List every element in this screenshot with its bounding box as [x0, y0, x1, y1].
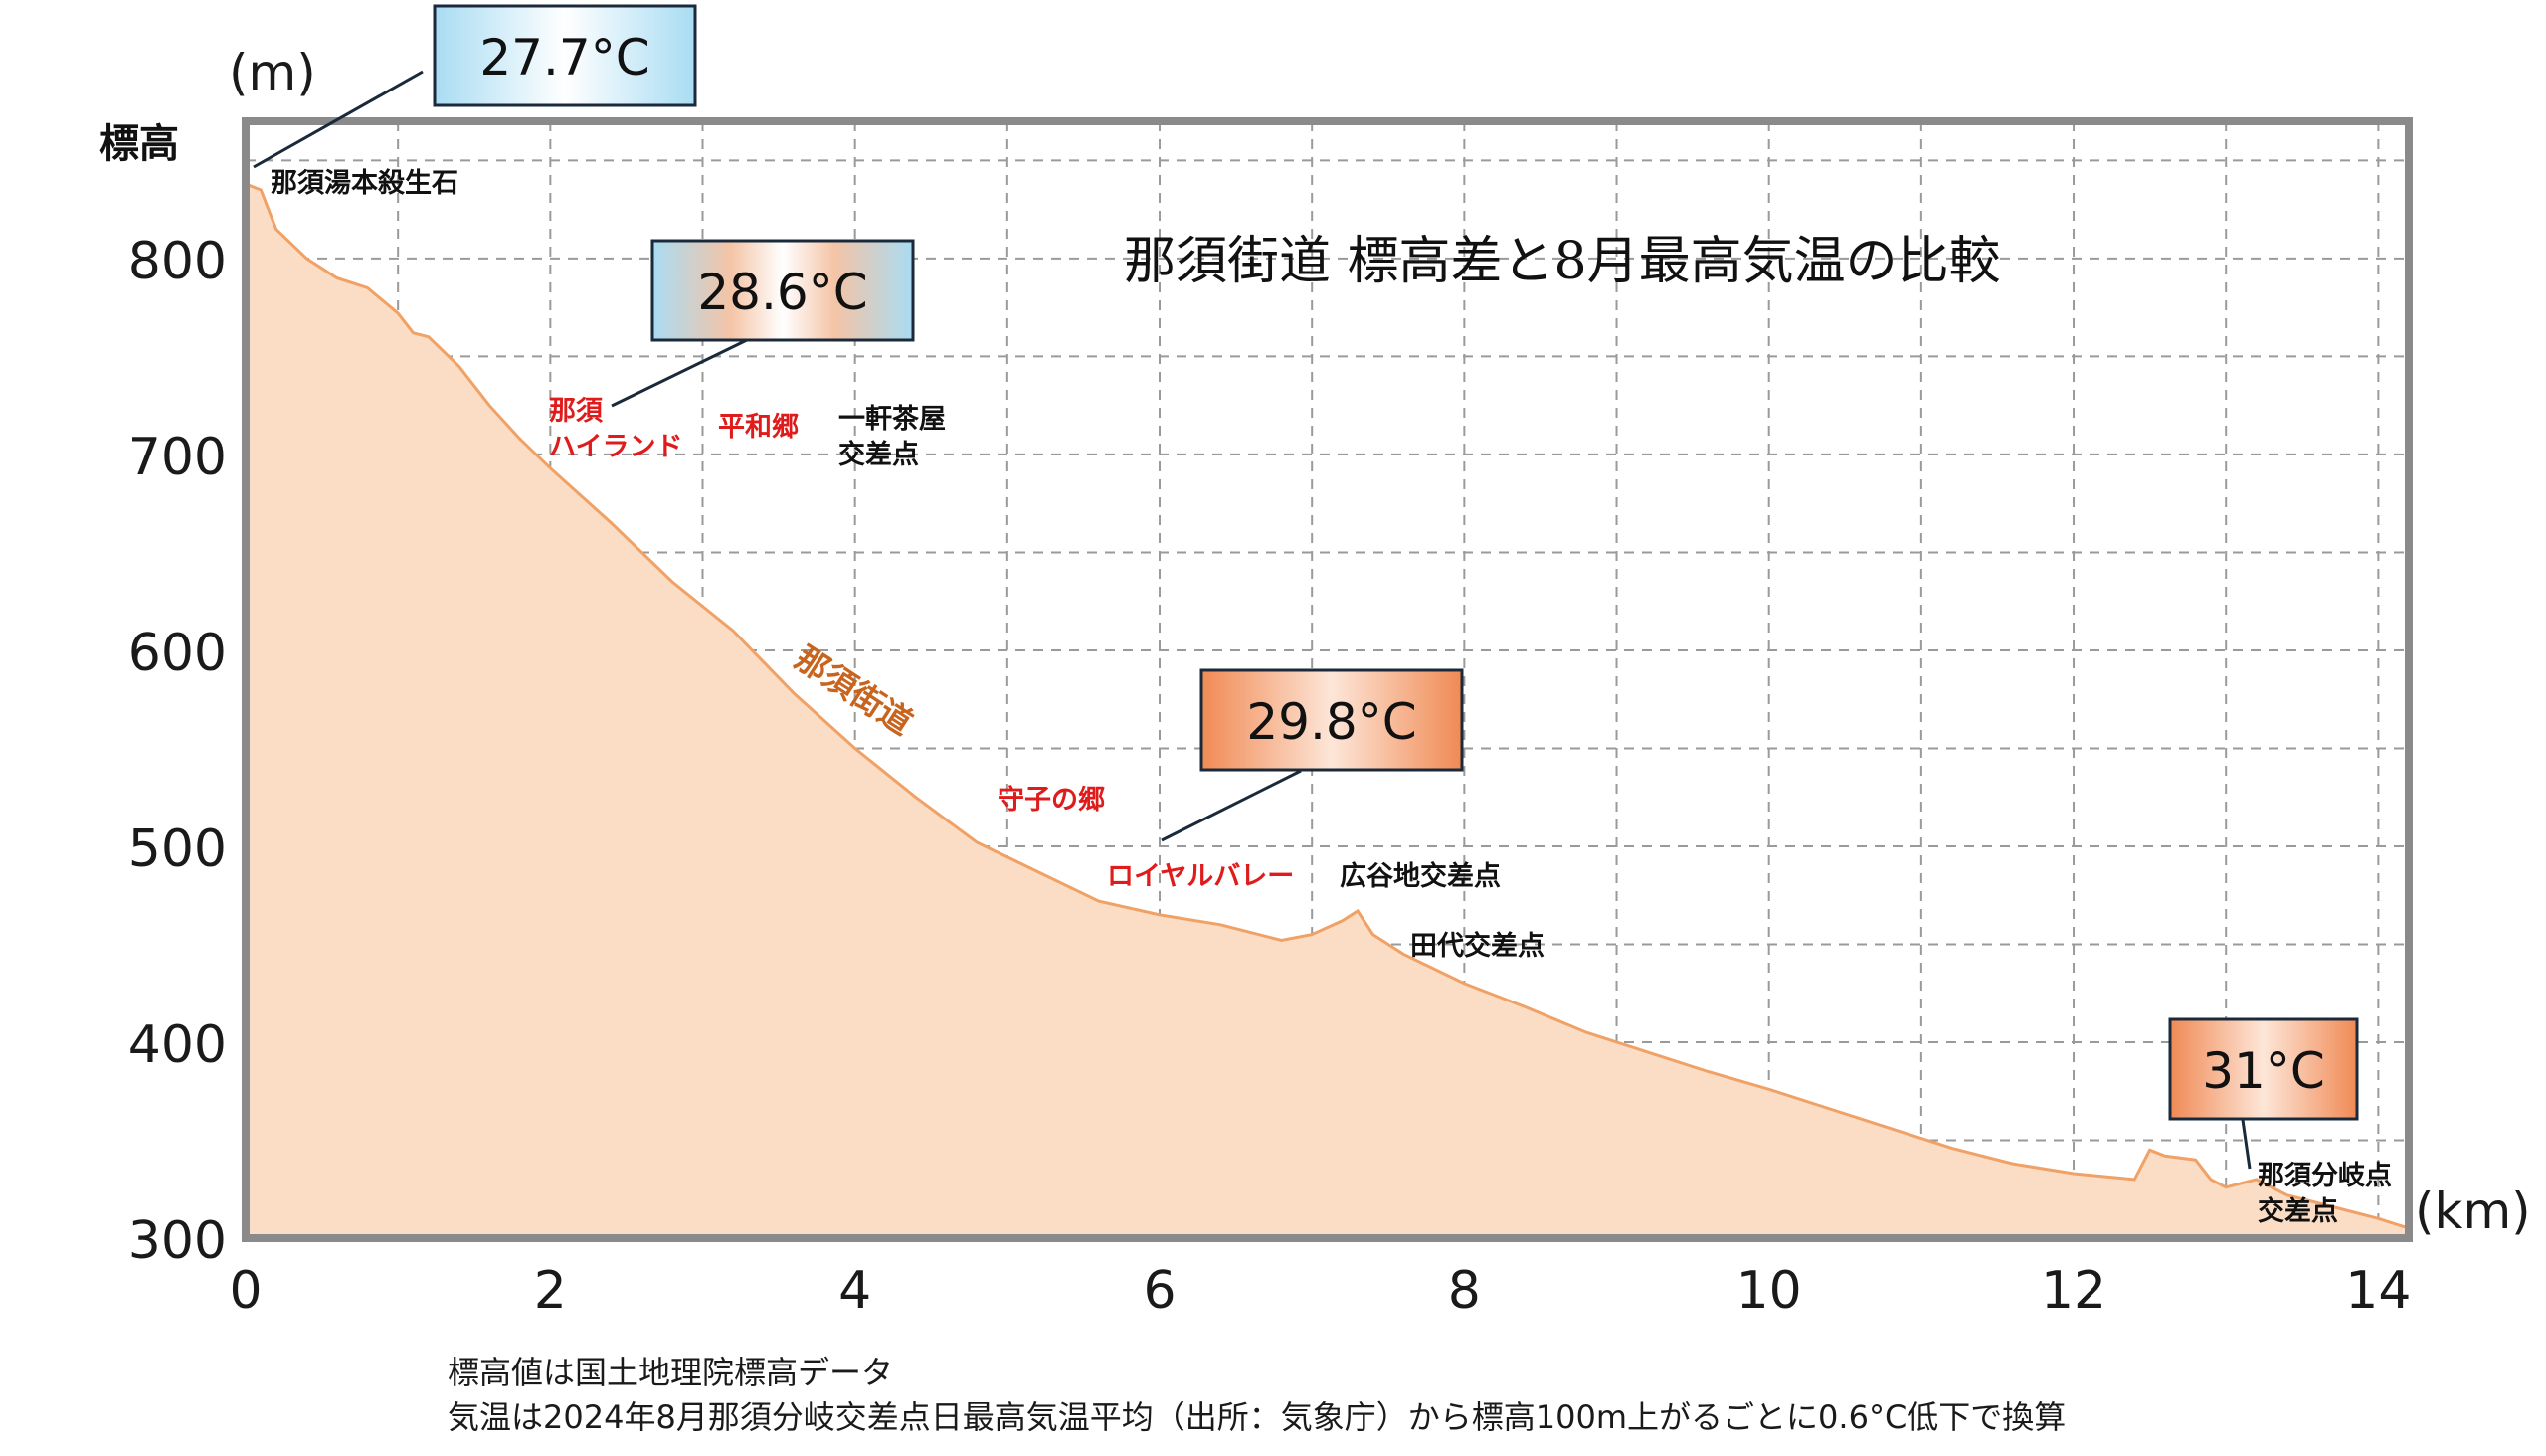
- x-tick-label: 10: [1736, 1261, 1802, 1321]
- y-tick-label: 500: [128, 819, 227, 879]
- temp-box-1: [433, 4, 697, 107]
- place-label-nasu-bunki: 那須分岐点: [2258, 1161, 2392, 1191]
- chart-title: 那須街道 標高差と8月最高気温の比較: [1124, 232, 2001, 291]
- x-unit-label: (km): [2415, 1183, 2531, 1240]
- place-label-tashiro: 田代交差点: [1410, 930, 1545, 962]
- place-label-heiwagou: 平和郷: [718, 412, 799, 443]
- x-tick-label: 2: [534, 1261, 567, 1321]
- place-label-morikonosato: 守子の郷: [998, 784, 1105, 816]
- place-label-nasu: 那須: [549, 396, 604, 427]
- place-label-highland: ハイランド: [549, 432, 682, 462]
- leader-line-2: [611, 336, 752, 408]
- leader-line-3: [1161, 769, 1302, 842]
- elevation-line: [245, 182, 2410, 1230]
- place-label-ikkenchaya: 一軒茶屋: [838, 404, 946, 435]
- temp-box-2: [650, 239, 915, 342]
- elevation-area: [246, 184, 2409, 1238]
- y-tick-labels: 300 400 500 600 700 800: [128, 232, 227, 1271]
- source-note-temperature: 気温は2024年8月那須分岐交差点日最高気温平均（出所：気象庁）から標高100m…: [448, 1398, 2067, 1436]
- leader-line-1: [253, 70, 424, 169]
- x-tick-label: 4: [838, 1261, 871, 1321]
- place-label-ikkenchaya-intersection: 交差点: [838, 439, 919, 470]
- source-note-elevation: 標高値は国土地理院標高データ: [448, 1354, 894, 1391]
- x-tick-label: 8: [1448, 1261, 1481, 1321]
- x-tick-label: 14: [2345, 1261, 2411, 1321]
- place-label-hiroyachi: 広谷地交差点: [1340, 860, 1501, 892]
- temp-box-4: [2168, 1017, 2359, 1121]
- x-tick-labels: 0 2 4 6 8 10 12 14: [229, 1261, 2411, 1321]
- y-axis-label: 標高: [99, 121, 179, 167]
- y-tick-label: 800: [128, 232, 227, 291]
- x-tick-label: 6: [1143, 1261, 1176, 1321]
- y-tick-label: 700: [128, 428, 227, 487]
- x-tick-label: 12: [2041, 1261, 2106, 1321]
- y-tick-label: 300: [128, 1211, 227, 1271]
- plot-frame: [242, 117, 2413, 1242]
- temp-box-3: [1199, 668, 1464, 772]
- leader-line-4: [2241, 1119, 2252, 1170]
- temp-label-2: 28.6°C: [697, 264, 867, 321]
- temp-label-1: 27.7°C: [479, 29, 649, 87]
- temp-label-3: 29.8°C: [1246, 693, 1416, 751]
- place-label-royal-valley: ロイヤルバレー: [1107, 861, 1294, 892]
- temp-label-4: 31°C: [2202, 1042, 2325, 1100]
- y-tick-label: 400: [128, 1015, 227, 1075]
- y-unit-label: (m): [229, 44, 316, 101]
- place-label-nasu-bunki-intersection: 交差点: [2258, 1195, 2338, 1227]
- y-tick-label: 600: [128, 624, 227, 683]
- x-tick-label: 0: [229, 1261, 262, 1321]
- place-label-sesshoseki: 那須湯本殺生石: [271, 168, 458, 199]
